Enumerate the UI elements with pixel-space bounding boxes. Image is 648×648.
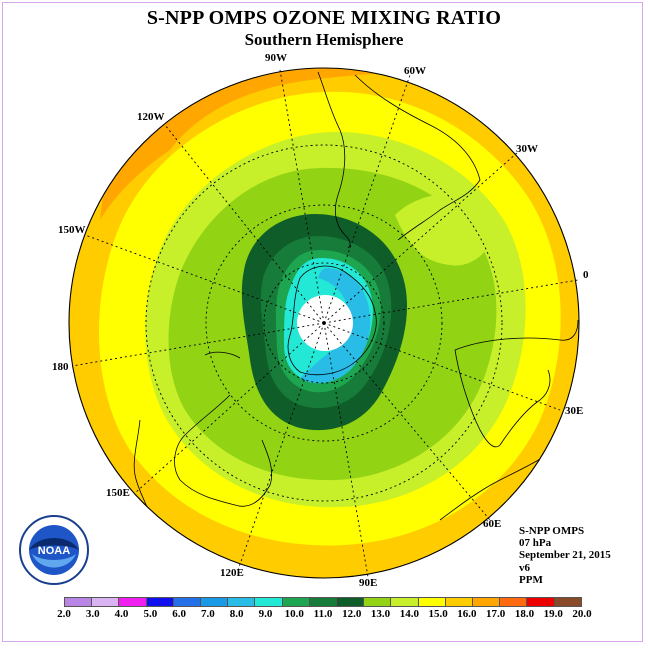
lon-label-60e: 60E: [483, 518, 501, 530]
colorbar-swatch: [418, 598, 446, 606]
lon-label-120w: 120W: [137, 111, 165, 123]
lon-label-150w: 150W: [58, 224, 86, 236]
colorbar-tick-label: 9.0: [258, 608, 273, 620]
map-title: S-NPP OMPS OZONE MIXING RATIO: [146, 7, 502, 29]
lon-label-0: 0: [583, 269, 589, 281]
colorbar-tick-label: 19.0: [543, 608, 563, 620]
colorbar-swatch: [337, 598, 365, 606]
colorbar-tick-label: 15.0: [428, 608, 448, 620]
colorbar-swatch: [173, 598, 202, 606]
colorbar-tick-label: 20.0: [572, 608, 592, 620]
colorbar-swatch: [309, 598, 338, 606]
info-pressure: 07 hPa: [519, 537, 552, 550]
colorbar: [64, 597, 582, 607]
info-date: September 21, 2015: [519, 549, 611, 562]
colorbar-swatch: [391, 598, 419, 606]
lon-label-120e: 120E: [220, 567, 244, 579]
colorbar-tick-label: 13.0: [370, 608, 391, 620]
colorbar-swatch: [445, 598, 474, 606]
lon-label-180: 180: [52, 361, 69, 373]
lon-label-150e: 150E: [106, 487, 130, 499]
info-version: v6: [519, 561, 530, 574]
colorbar-swatch: [364, 598, 392, 606]
info-units: PPM: [519, 573, 543, 586]
map-subtitle: Southern Hemisphere: [244, 30, 404, 49]
colorbar-swatch: [500, 598, 528, 606]
info-block: S-NPP OMPS 07 hPa September 21, 2015 v6 …: [519, 525, 611, 586]
colorbar-swatch: [473, 598, 501, 606]
colorbar-swatch: [119, 598, 147, 606]
map-boundary: [68, 67, 580, 579]
noaa-logo: NOAA: [18, 514, 90, 591]
colorbar-tick-label: 12.0: [342, 608, 362, 620]
colorbar-swatch: [282, 598, 310, 606]
colorbar-tick-label: 18.0: [514, 608, 535, 620]
lon-label-30w: 30W: [516, 143, 538, 155]
colorbar-swatch: [146, 598, 174, 606]
colorbar-swatch: [201, 598, 229, 606]
colorbar-swatch: [255, 598, 283, 606]
colorbar-swatch: [554, 598, 581, 606]
noaa-logo-text: NOAA: [38, 545, 70, 557]
ozone-field: [69, 68, 579, 578]
info-instrument: S-NPP OMPS: [519, 525, 585, 537]
light-green-inlet: [395, 193, 495, 266]
contour-8: [300, 268, 371, 384]
colorbar-swatch: [65, 598, 93, 606]
lon-label-90w: 90W: [265, 52, 287, 64]
colorbar-ticks: 2.0 3.0 4.0 5.0 6.0 7.0 8.0 9.0 10.0 11.0 12.0 13.0…: [0, 608, 648, 622]
longitude-labels: 90W 60W 30W 0 30E 60E 90E 120E 150E 180 …: [52, 52, 589, 589]
colorbar-tick-label: 17.0: [486, 608, 506, 620]
colorbar-swatch: [92, 598, 120, 606]
colorbar-tick-label: 2.0: [57, 608, 71, 620]
graticule: [71, 69, 579, 578]
colorbar-swatch: [228, 598, 256, 606]
colorbar-tick-label: 7.0: [201, 608, 215, 620]
lon-label-30e: 30E: [565, 405, 583, 417]
colorbar-tick-label: 6.0: [172, 608, 186, 620]
colorbar-tick-label: 5.0: [143, 608, 158, 620]
colorbar-tick-label: 16.0: [457, 608, 477, 620]
colorbar-tick-label: 10.0: [284, 608, 304, 620]
lon-label-90e: 90E: [359, 577, 377, 589]
colorbar-tick-label: 14.0: [399, 608, 419, 620]
colorbar-tick-label: 3.0: [85, 608, 100, 620]
colorbar-tick-label: 4.0: [114, 608, 129, 620]
lon-label-60w: 60W: [404, 65, 426, 77]
colorbar-swatch: [527, 598, 555, 606]
colorbar-tick-label: 11.0: [313, 608, 333, 620]
colorbar-tick-label: 8.0: [229, 608, 244, 620]
